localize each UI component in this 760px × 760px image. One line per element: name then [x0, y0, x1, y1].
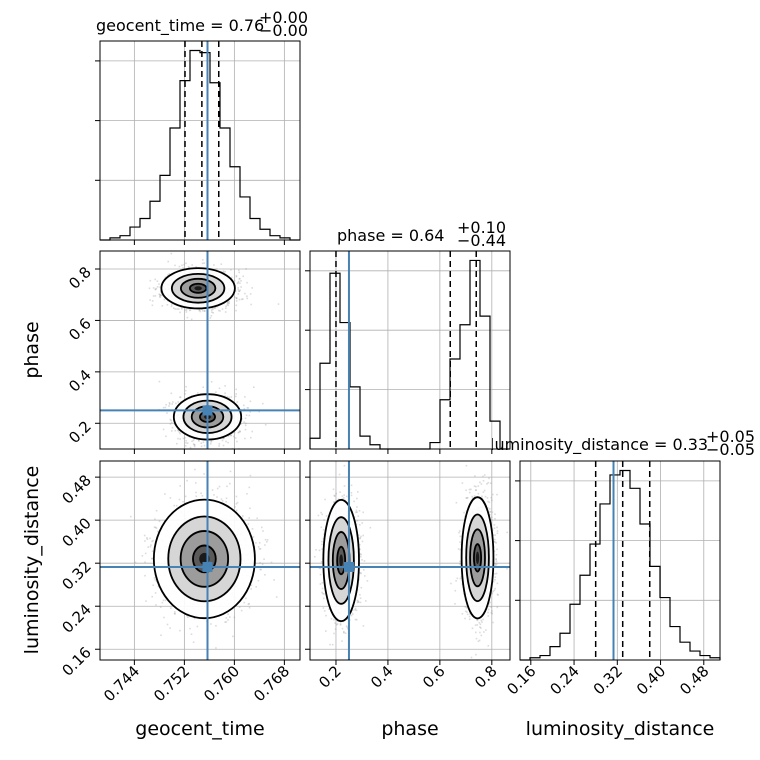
title-geocent-time-sub: −0.00	[259, 21, 308, 40]
ylabel-phase: phase	[21, 321, 43, 378]
tick-label-luminosity_distance: 0.48	[58, 471, 94, 507]
tick-label-phase: 0.4	[65, 366, 95, 396]
title-phase-sub: −0.44	[457, 231, 506, 250]
contour-line	[336, 545, 347, 576]
frame-luminosity_distance	[519, 460, 721, 661]
xlabel-luminosity-distance: luminosity_distance	[526, 718, 715, 740]
ylabel-luminosity-distance: luminosity_distance	[21, 466, 43, 655]
xlabel-geocent-time: geocent_time	[135, 718, 264, 740]
title-luminosity-distance-sub: −0.05	[706, 440, 755, 459]
contour-line	[188, 282, 208, 294]
tick-label-luminosity_distance: 0.32	[590, 662, 626, 698]
title-luminosity-distance: luminosity_distance = 0.33	[490, 435, 708, 455]
axes-overlay: 0.744 0.752 0.760 0.768 0.2 0.4 0.6 0.8 0.16 0.24…	[58, 40, 721, 705]
contour-line	[167, 515, 242, 603]
panel-hist-luminosity-distance	[520, 461, 721, 661]
panel-2d-geocent-time-phase	[100, 251, 300, 449]
xlabel-phase: phase	[381, 718, 438, 740]
title-geocent-time-sup: +0.00	[259, 8, 308, 27]
tick-label-luminosity_distance: 0.32	[58, 557, 94, 593]
frame-geocent_time	[99, 40, 301, 241]
contour-line	[469, 528, 486, 588]
tick-label-geocent_time: 0.744	[100, 662, 143, 705]
contour-line	[160, 267, 236, 310]
contour-line	[170, 272, 226, 304]
contour-line	[152, 498, 256, 620]
title-luminosity-distance-sup: +0.05	[706, 427, 755, 446]
contour-line	[465, 513, 490, 603]
tick-label-phase: 0.2	[315, 662, 345, 692]
tick-label-phase: 0.4	[367, 662, 397, 692]
title-geocent-time: geocent_time = 0.76	[96, 16, 264, 36]
contour-line	[192, 544, 217, 574]
truth-marker	[202, 405, 213, 416]
frame-phase-luminosity_distance	[309, 460, 511, 661]
tick-label-phase: 0.6	[419, 662, 449, 692]
title-phase: phase = 0.64	[337, 226, 444, 245]
contour-line	[179, 277, 217, 299]
frame-phase	[309, 250, 511, 450]
panel-2d-geocent-time-luminosity-distance	[100, 461, 300, 660]
tick-label-luminosity_distance: 0.40	[633, 662, 669, 698]
panel-hist-phase	[309, 251, 510, 450]
tick-label-phase: 0.8	[65, 263, 95, 293]
contour-line	[322, 498, 360, 623]
frame-geocent_time-luminosity_distance	[99, 460, 301, 661]
panel-2d-phase-luminosity-distance	[310, 461, 510, 660]
histogram-step-luminosity_distance	[520, 469, 721, 661]
tick-label-luminosity_distance: 0.16	[503, 662, 539, 698]
panel-hist-geocent-time	[100, 41, 300, 241]
tick-label-geocent_time: 0.752	[150, 662, 193, 705]
tick-label-geocent_time: 0.768	[250, 662, 293, 705]
histogram-step-geocent_time	[100, 49, 300, 241]
density-level	[194, 286, 202, 291]
truth-marker	[202, 561, 213, 572]
contour-line	[473, 543, 483, 573]
tick-label-luminosity_distance: 0.48	[676, 662, 712, 698]
tick-label-luminosity_distance: 0.16	[58, 643, 94, 679]
tick-label-luminosity_distance: 0.40	[58, 514, 94, 550]
tick-label-geocent_time: 0.760	[200, 662, 243, 705]
truth-marker	[343, 561, 354, 572]
tick-label-luminosity_distance: 0.24	[58, 600, 94, 636]
title-phase-sup: +0.10	[457, 218, 506, 237]
tick-label-phase: 0.2	[65, 417, 95, 447]
histogram-step-phase	[309, 259, 510, 450]
contour-line	[460, 496, 495, 620]
density-level	[475, 551, 480, 564]
frame-geocent_time-phase	[99, 250, 301, 450]
contour-line	[179, 530, 229, 588]
tick-label-luminosity_distance: 0.24	[547, 662, 583, 698]
contour-line	[327, 516, 355, 605]
density-level	[339, 554, 343, 567]
tick-label-phase: 0.8	[471, 662, 501, 692]
tick-label-phase: 0.6	[65, 315, 95, 345]
